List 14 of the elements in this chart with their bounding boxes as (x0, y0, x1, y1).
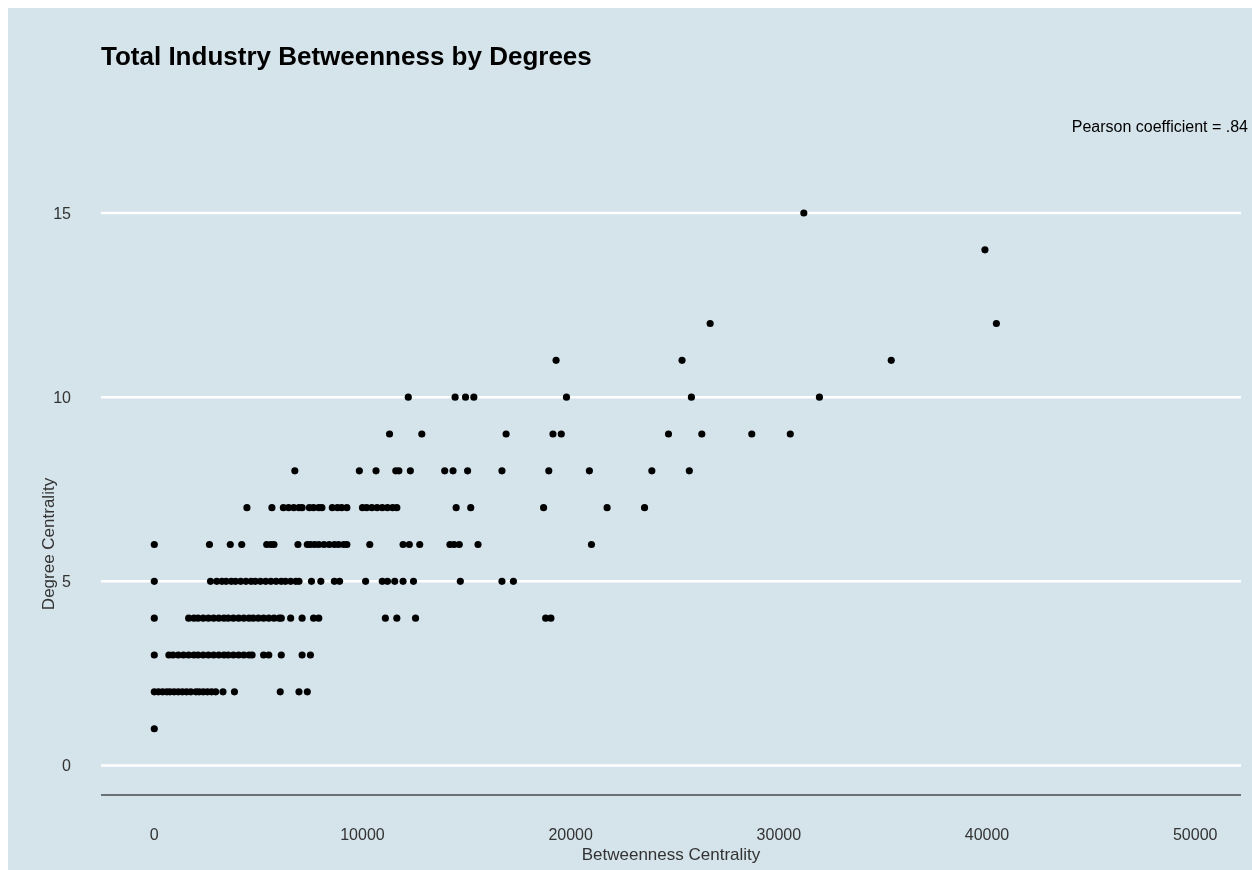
x-tick-label: 30000 (756, 826, 802, 843)
y-tick-label: 0 (62, 757, 72, 775)
x-tick-label: 50000 (1172, 826, 1218, 843)
y-tick-label: 15 (53, 204, 72, 222)
y-tick-label: 5 (62, 572, 72, 590)
x-tick-label: 10000 (340, 826, 385, 843)
x-tick-label: 0 (149, 826, 159, 843)
x-axis-title: Betweenness Centrality (581, 845, 761, 864)
y-axis-title: Degree Centrality (39, 477, 58, 611)
chart-title: Total Industry Betweenness by Degrees (101, 41, 592, 71)
text: Pearson coefficient = .84 (1071, 118, 1249, 135)
x-tick-label: 20000 (548, 826, 593, 843)
x-tick-label: 40000 (964, 826, 1010, 843)
y-tick-label: 10 (53, 388, 72, 406)
